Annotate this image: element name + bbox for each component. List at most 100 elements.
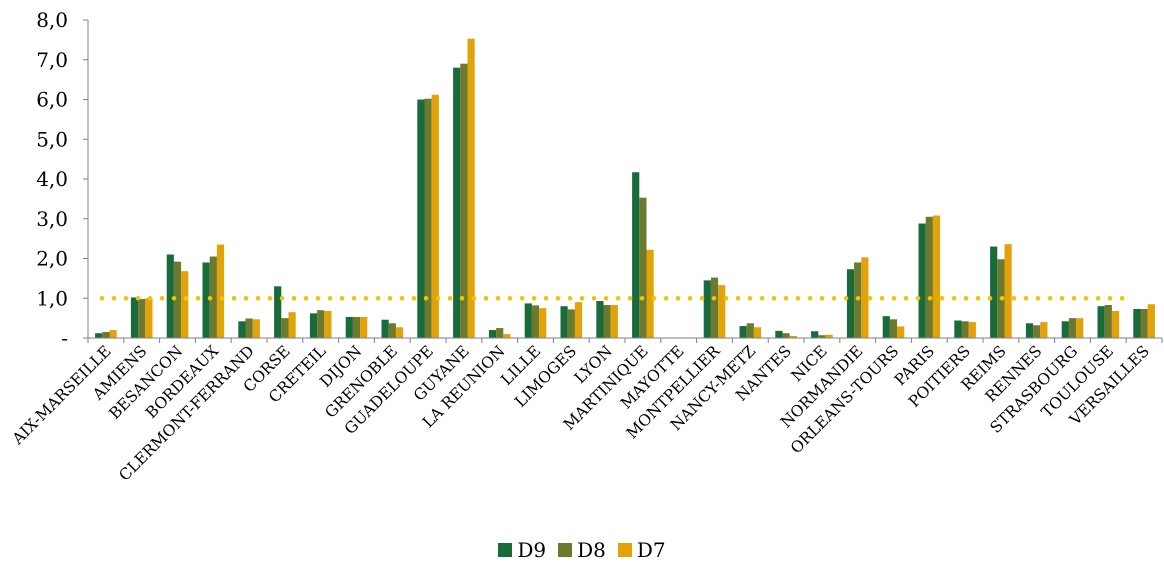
- legend-swatch: [558, 543, 573, 557]
- bar-d8-limoges: [567, 309, 575, 338]
- bar-d8-nancy-metz: [746, 323, 754, 338]
- bar-d7-bordeaux: [216, 244, 225, 338]
- x-axis: AIX-MARSEILLEAMIENSBESANCONBORDEAUXCLERM…: [8, 337, 1163, 485]
- bar-d7-corse: [288, 312, 296, 338]
- y-tick-label: 2,0: [36, 247, 68, 271]
- legend-label: D9: [517, 538, 547, 562]
- bar-d7-limoges: [574, 302, 583, 338]
- bar-d9-la reunion: [488, 330, 497, 338]
- legend-item-d7: D7: [617, 538, 666, 562]
- bar-d9-paris: [918, 223, 926, 338]
- bar-d9-guyane: [453, 67, 461, 338]
- bar-d8-lille: [531, 305, 540, 338]
- bar-d7-martinique: [646, 249, 654, 338]
- bar-d8-toulouse: [1104, 305, 1112, 338]
- bar-d7-lyon: [610, 305, 618, 338]
- y-tick-label: 7,0: [36, 48, 68, 72]
- legend-item-d8: D8: [558, 538, 606, 562]
- bar-d8-nantes: [782, 333, 790, 338]
- bar-d9-besancon: [166, 254, 174, 338]
- bar-d9-toulouse: [1097, 306, 1105, 338]
- bar-d8-lyon: [603, 305, 611, 338]
- y-axis: - 1,0 2,0 3,0 4,0 5,0 6,0 7,0 8,0: [36, 8, 89, 350]
- bar-d9-limoges: [560, 306, 568, 338]
- bar-d9-lyon: [596, 301, 604, 338]
- bar-d9-clermont-ferrand: [238, 321, 246, 338]
- bar-d8-creteil: [317, 310, 325, 338]
- bar-d9-versailles: [1133, 308, 1141, 338]
- bar-d7-la reunion: [503, 334, 511, 338]
- bar-d7-guadeloupe: [431, 94, 439, 338]
- bar-d9-rennes: [1025, 323, 1034, 338]
- y-tick-label: 3,0: [36, 207, 68, 231]
- bar-d8-clermont-ferrand: [245, 318, 253, 338]
- bar-d8-amiens: [138, 299, 146, 338]
- bar-d7-guyane: [467, 38, 475, 339]
- bar-d7-nancy-metz: [753, 327, 762, 338]
- bar-d9-grenoble: [381, 319, 389, 338]
- bar-d9-montpellier: [703, 280, 711, 338]
- bar-d8-grenoble: [388, 323, 396, 338]
- bar-d7-dijon: [360, 316, 368, 338]
- bar-d7-nice: [825, 334, 833, 338]
- bar-d9-bordeaux: [202, 262, 210, 338]
- legend-label: D7: [636, 538, 666, 562]
- bar-d8-versailles: [1140, 308, 1148, 338]
- bar-d9-aix-marseille: [95, 333, 103, 338]
- bar-d7-paris: [932, 215, 941, 338]
- bar-d8-martinique: [639, 197, 647, 338]
- y-tick-label: 6,0: [36, 88, 68, 112]
- bar-d9-strasbourg: [1061, 321, 1069, 338]
- bar-d7-clermont-ferrand: [252, 319, 260, 338]
- bar-d7-besancon: [181, 271, 189, 338]
- legend-label: D8: [577, 538, 606, 562]
- bar-d7-creteil: [324, 310, 332, 338]
- bar-d7-orleans-tours: [897, 326, 905, 338]
- bar-d7-normandie: [861, 257, 869, 338]
- bar-d8-la reunion: [496, 328, 504, 338]
- bar-d8-strasbourg: [1068, 318, 1077, 338]
- bar-d8-bordeaux: [209, 256, 217, 338]
- bar-d7-rennes: [1040, 322, 1048, 338]
- legend-swatch: [498, 543, 513, 557]
- bar-d9-normandie: [846, 269, 855, 338]
- bar-d9-nancy-metz: [739, 326, 747, 338]
- y-tick-label: 1,0: [36, 286, 68, 310]
- bar-d7-aix-marseille: [109, 330, 117, 338]
- bar-d9-martinique: [632, 172, 640, 338]
- bar-d8-besancon: [173, 261, 182, 338]
- bar-d7-versailles: [1147, 304, 1155, 338]
- bar-d7-strasbourg: [1076, 318, 1084, 338]
- legend-swatch: [617, 543, 632, 557]
- y-tick-label: 4,0: [36, 167, 68, 191]
- bar-d7-montpellier: [718, 285, 726, 338]
- y-tick-label: 5,0: [36, 127, 68, 151]
- bar-d9-guadeloupe: [417, 99, 425, 338]
- bar-d9-creteil: [309, 313, 318, 338]
- bar-d7-amiens: [145, 298, 153, 338]
- y-tick-label: 8,0: [36, 8, 68, 32]
- bar-d8-aix-marseille: [102, 332, 110, 338]
- bar-d9-nantes: [775, 330, 783, 338]
- bar-d8-montpellier: [710, 277, 719, 338]
- bar-d9-amiens: [130, 297, 139, 338]
- bar-d9-lille: [524, 303, 532, 338]
- bar-d8-paris: [925, 216, 933, 338]
- bars: [95, 38, 1155, 339]
- bar-d9-dijon: [345, 316, 353, 338]
- bar-d9-orleans-tours: [882, 316, 890, 338]
- bar-d9-nice: [811, 331, 819, 338]
- bar-d8-poitiers: [961, 321, 969, 338]
- bar-d7-lille: [539, 308, 547, 338]
- bar-d8-corse: [281, 318, 289, 338]
- y-tick-label: -: [61, 326, 68, 350]
- bar-d8-nice: [818, 335, 826, 338]
- legend-item-d9: D9: [498, 538, 546, 562]
- bar-d7-toulouse: [1111, 310, 1120, 338]
- bar-d7-nantes: [789, 336, 797, 338]
- bar-d8-rennes: [1033, 325, 1041, 338]
- bar-d8-dijon: [352, 316, 361, 338]
- bar-d9-corse: [274, 286, 282, 338]
- bar-d9-reims: [990, 246, 998, 338]
